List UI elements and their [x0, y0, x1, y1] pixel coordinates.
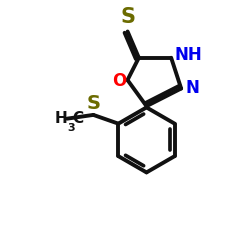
Text: N: N	[186, 80, 200, 98]
Text: C: C	[72, 111, 84, 126]
Text: S: S	[120, 7, 135, 27]
Text: H: H	[54, 111, 67, 126]
Text: O: O	[112, 72, 126, 90]
Text: NH: NH	[175, 46, 203, 64]
Text: S: S	[87, 94, 101, 113]
Text: 3: 3	[68, 123, 75, 133]
